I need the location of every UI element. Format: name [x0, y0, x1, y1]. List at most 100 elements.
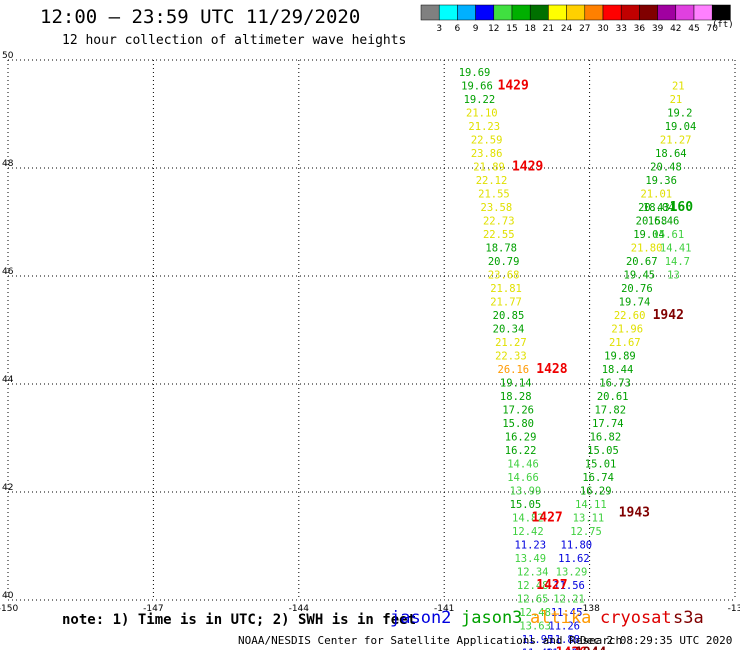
swh-point: 13.63 [519, 621, 551, 633]
swh-point: 20.43 [638, 202, 670, 214]
swh-point: 14.46 [507, 459, 539, 471]
footer-credit: NOAA/NESDIS Center for Satellite Applica… [238, 634, 623, 647]
time-label: 1426 [556, 646, 587, 650]
swh-point: 26.16 [498, 364, 530, 376]
scale-swatch [511, 4, 531, 21]
time-label: 1429 [512, 160, 543, 175]
swh-point: 20.85 [493, 310, 525, 322]
time-label: 1428 [536, 362, 567, 377]
x-tick-label: -13 [728, 604, 740, 614]
swh-point: 19.04 [633, 229, 665, 241]
y-tick-label: 48 [2, 159, 14, 169]
swh-point: 16.74 [582, 472, 614, 484]
swh-point: 22.33 [495, 351, 527, 363]
swh-point: 13 [667, 270, 680, 282]
swh-point: 17.82 [594, 405, 626, 417]
swh-point: 16.73 [599, 378, 631, 390]
swh-point: 19.89 [604, 351, 636, 363]
swh-point: 23.58 [481, 202, 513, 214]
swh-point: 17.26 [502, 405, 534, 417]
swh-point: 11.49 [522, 648, 554, 650]
y-tick-label: 40 [2, 591, 14, 601]
scale-swatch [639, 4, 658, 21]
swh-point: 23.86 [471, 148, 503, 160]
y-tick-label: 46 [2, 267, 14, 277]
x-tick-label: -141 [434, 604, 454, 614]
swh-point: 12.75 [570, 526, 602, 538]
swh-point: 15.05 [587, 445, 619, 457]
x-tick-label: -150 [0, 604, 18, 614]
scale-label: 33 [615, 24, 626, 34]
swh-point: 21.96 [611, 324, 643, 336]
swh-point: 19.14 [500, 378, 532, 390]
swh-point: 18.44 [602, 364, 634, 376]
scale-label: 9 [473, 24, 479, 34]
scale-swatch [657, 4, 677, 21]
swh-point: 21.27 [495, 337, 527, 349]
swh-point: 20.61 [597, 391, 629, 403]
swh-point: 15.05 [510, 499, 542, 511]
scale-swatch [529, 4, 549, 21]
swh-point: 16.29 [580, 486, 612, 498]
swh-point: 21.77 [490, 297, 522, 309]
swh-point: 21.01 [640, 189, 672, 201]
swh-point: 11.80 [561, 540, 593, 552]
swh-point: 19.45 [624, 270, 656, 282]
swh-point: 12.34 [517, 567, 549, 579]
scale-swatch [602, 4, 622, 21]
swh-point: 14.11 [575, 499, 607, 511]
time-label: 1427 [536, 578, 567, 593]
swh-point: 19.22 [464, 94, 496, 106]
swh-point: 23.68 [488, 270, 520, 282]
swh-point: 13.49 [514, 553, 546, 565]
legend-jason3: jason3 [461, 608, 523, 628]
swh-point: 11.45 [551, 607, 583, 619]
swh-point: 14.66 [507, 472, 539, 484]
scale-swatch [620, 4, 640, 21]
swh-point: 11.80 [546, 648, 578, 650]
scale-swatch [584, 4, 604, 21]
swh-point: 11.88 [548, 634, 580, 646]
swh-point: 12.42 [512, 526, 544, 538]
scale-swatch [566, 4, 586, 21]
legend-s3a: s3a [673, 608, 704, 628]
x-tick-label: -138 [579, 604, 600, 614]
swh-point: 11.23 [514, 540, 546, 552]
swh-point: 20.76 [621, 283, 653, 295]
swh-point: 19.36 [645, 175, 677, 187]
swh-point: 14.82 [512, 513, 544, 525]
swh-point: 18.28 [500, 391, 532, 403]
swh-point: 21.81 [490, 283, 522, 295]
scale-label: 18 [524, 24, 536, 34]
swh-point: 16.22 [505, 445, 537, 457]
swh-point: 20.79 [488, 256, 520, 268]
swh-point: 20.58 [636, 216, 668, 228]
swh-point: 22.12 [476, 175, 508, 187]
scale-label: 42 [670, 24, 681, 34]
scale-label: 3 [436, 24, 442, 34]
swh-point: 20.67 [626, 256, 658, 268]
scale-label: 45 [688, 24, 699, 34]
swh-point: 15.61 [653, 229, 685, 241]
swh-point: 21 [670, 94, 683, 106]
swh-point: 22.73 [483, 216, 515, 228]
color-scale-bar: 3 6 9 12 15 18 21 24 27 30 33 36 39 42 45 70 [420, 4, 731, 34]
scale-swatch [438, 4, 458, 21]
scale-swatch [675, 4, 695, 21]
swh-point: 12.21 [553, 594, 585, 606]
swh-point: 20.34 [493, 324, 525, 336]
scale-swatch [548, 4, 567, 21]
scale-label: 15 [506, 24, 517, 34]
swh-point: 22.55 [483, 229, 515, 241]
swh-point: 13.11 [573, 513, 605, 525]
y-tick-label: 44 [2, 375, 14, 385]
swh-point: 17.74 [592, 418, 624, 430]
legend-jason2: jason2 [390, 608, 452, 628]
swh-point: 16.82 [590, 432, 622, 444]
swh-point: 11.26 [548, 621, 580, 633]
swh-point: 21.55 [478, 189, 510, 201]
axis-tick-labels: -150 -147 -144 -141 -138 -13 50 48 46 44 42 40 [0, 51, 740, 614]
swh-point: 21.80 [631, 243, 663, 255]
swh-point: 22.60 [614, 310, 646, 322]
swh-point: 20.48 [650, 162, 682, 174]
